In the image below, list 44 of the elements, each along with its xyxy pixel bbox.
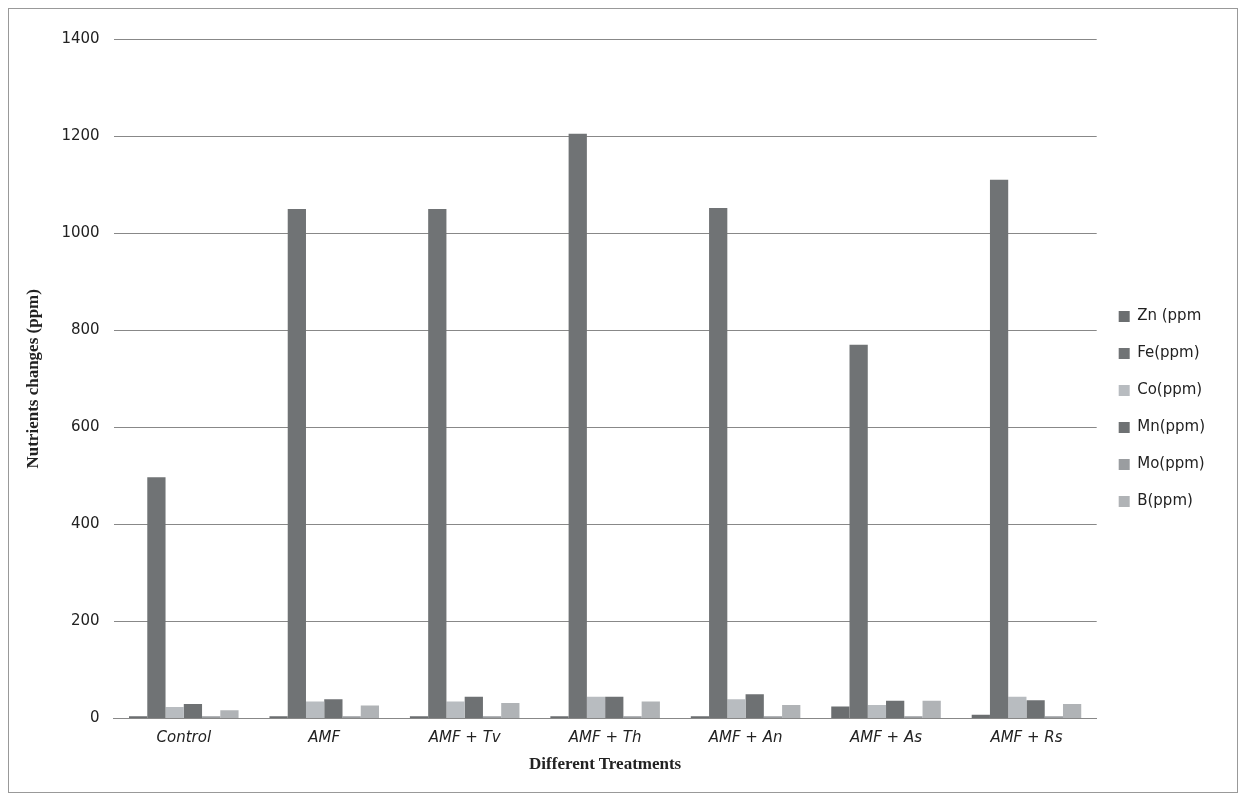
y-tick-label: 1200 xyxy=(61,125,100,144)
bar xyxy=(220,710,239,719)
bar xyxy=(446,701,465,719)
bar xyxy=(360,705,380,719)
y-tick-label: 200 xyxy=(70,611,100,630)
x-tick-label: Control xyxy=(156,728,212,747)
y-tick-label: 1000 xyxy=(61,223,100,242)
bar xyxy=(305,701,325,719)
legend-label: Zn (ppm xyxy=(1137,306,1202,325)
legend-label: B(ppm) xyxy=(1137,491,1193,510)
legend-label: Mn(ppm) xyxy=(1137,417,1205,436)
x-tick-label: AMF + As xyxy=(849,728,923,747)
y-tick-label: 800 xyxy=(70,320,100,339)
bar xyxy=(464,696,483,719)
bar xyxy=(501,703,520,719)
bar xyxy=(586,696,606,719)
legend-label: Mo(ppm) xyxy=(1137,454,1205,473)
y-tick-label: 0 xyxy=(90,708,100,727)
bar xyxy=(183,704,203,719)
bar xyxy=(745,694,764,719)
x-tick-label: AMF + Rs xyxy=(989,728,1063,747)
x-tick-label: AMF xyxy=(307,728,341,747)
bar xyxy=(1026,700,1045,719)
x-tick-label: AMF + An xyxy=(707,728,783,747)
legend-label: Fe(ppm) xyxy=(1137,343,1200,362)
bar xyxy=(867,705,887,719)
bar xyxy=(727,699,746,719)
legend-label: Co(ppm) xyxy=(1137,380,1203,399)
bar xyxy=(1062,704,1082,719)
y-axis-title: Nutrients changes (ppm) xyxy=(22,289,42,469)
y-tick-label: 400 xyxy=(70,514,100,533)
bar xyxy=(324,699,343,719)
bar xyxy=(641,701,660,719)
bar xyxy=(165,706,184,719)
y-tick-label: 600 xyxy=(70,417,100,436)
bar xyxy=(886,700,905,719)
x-tick-label: AMF + Th xyxy=(567,728,642,747)
bar xyxy=(1008,696,1027,719)
bar xyxy=(922,700,941,719)
y-tick-label: 1400 xyxy=(61,28,100,47)
x-axis-title: Different Treatments xyxy=(529,754,682,774)
bar xyxy=(782,705,801,719)
bar xyxy=(605,696,624,719)
x-tick-label: AMF + Tv xyxy=(427,728,502,747)
